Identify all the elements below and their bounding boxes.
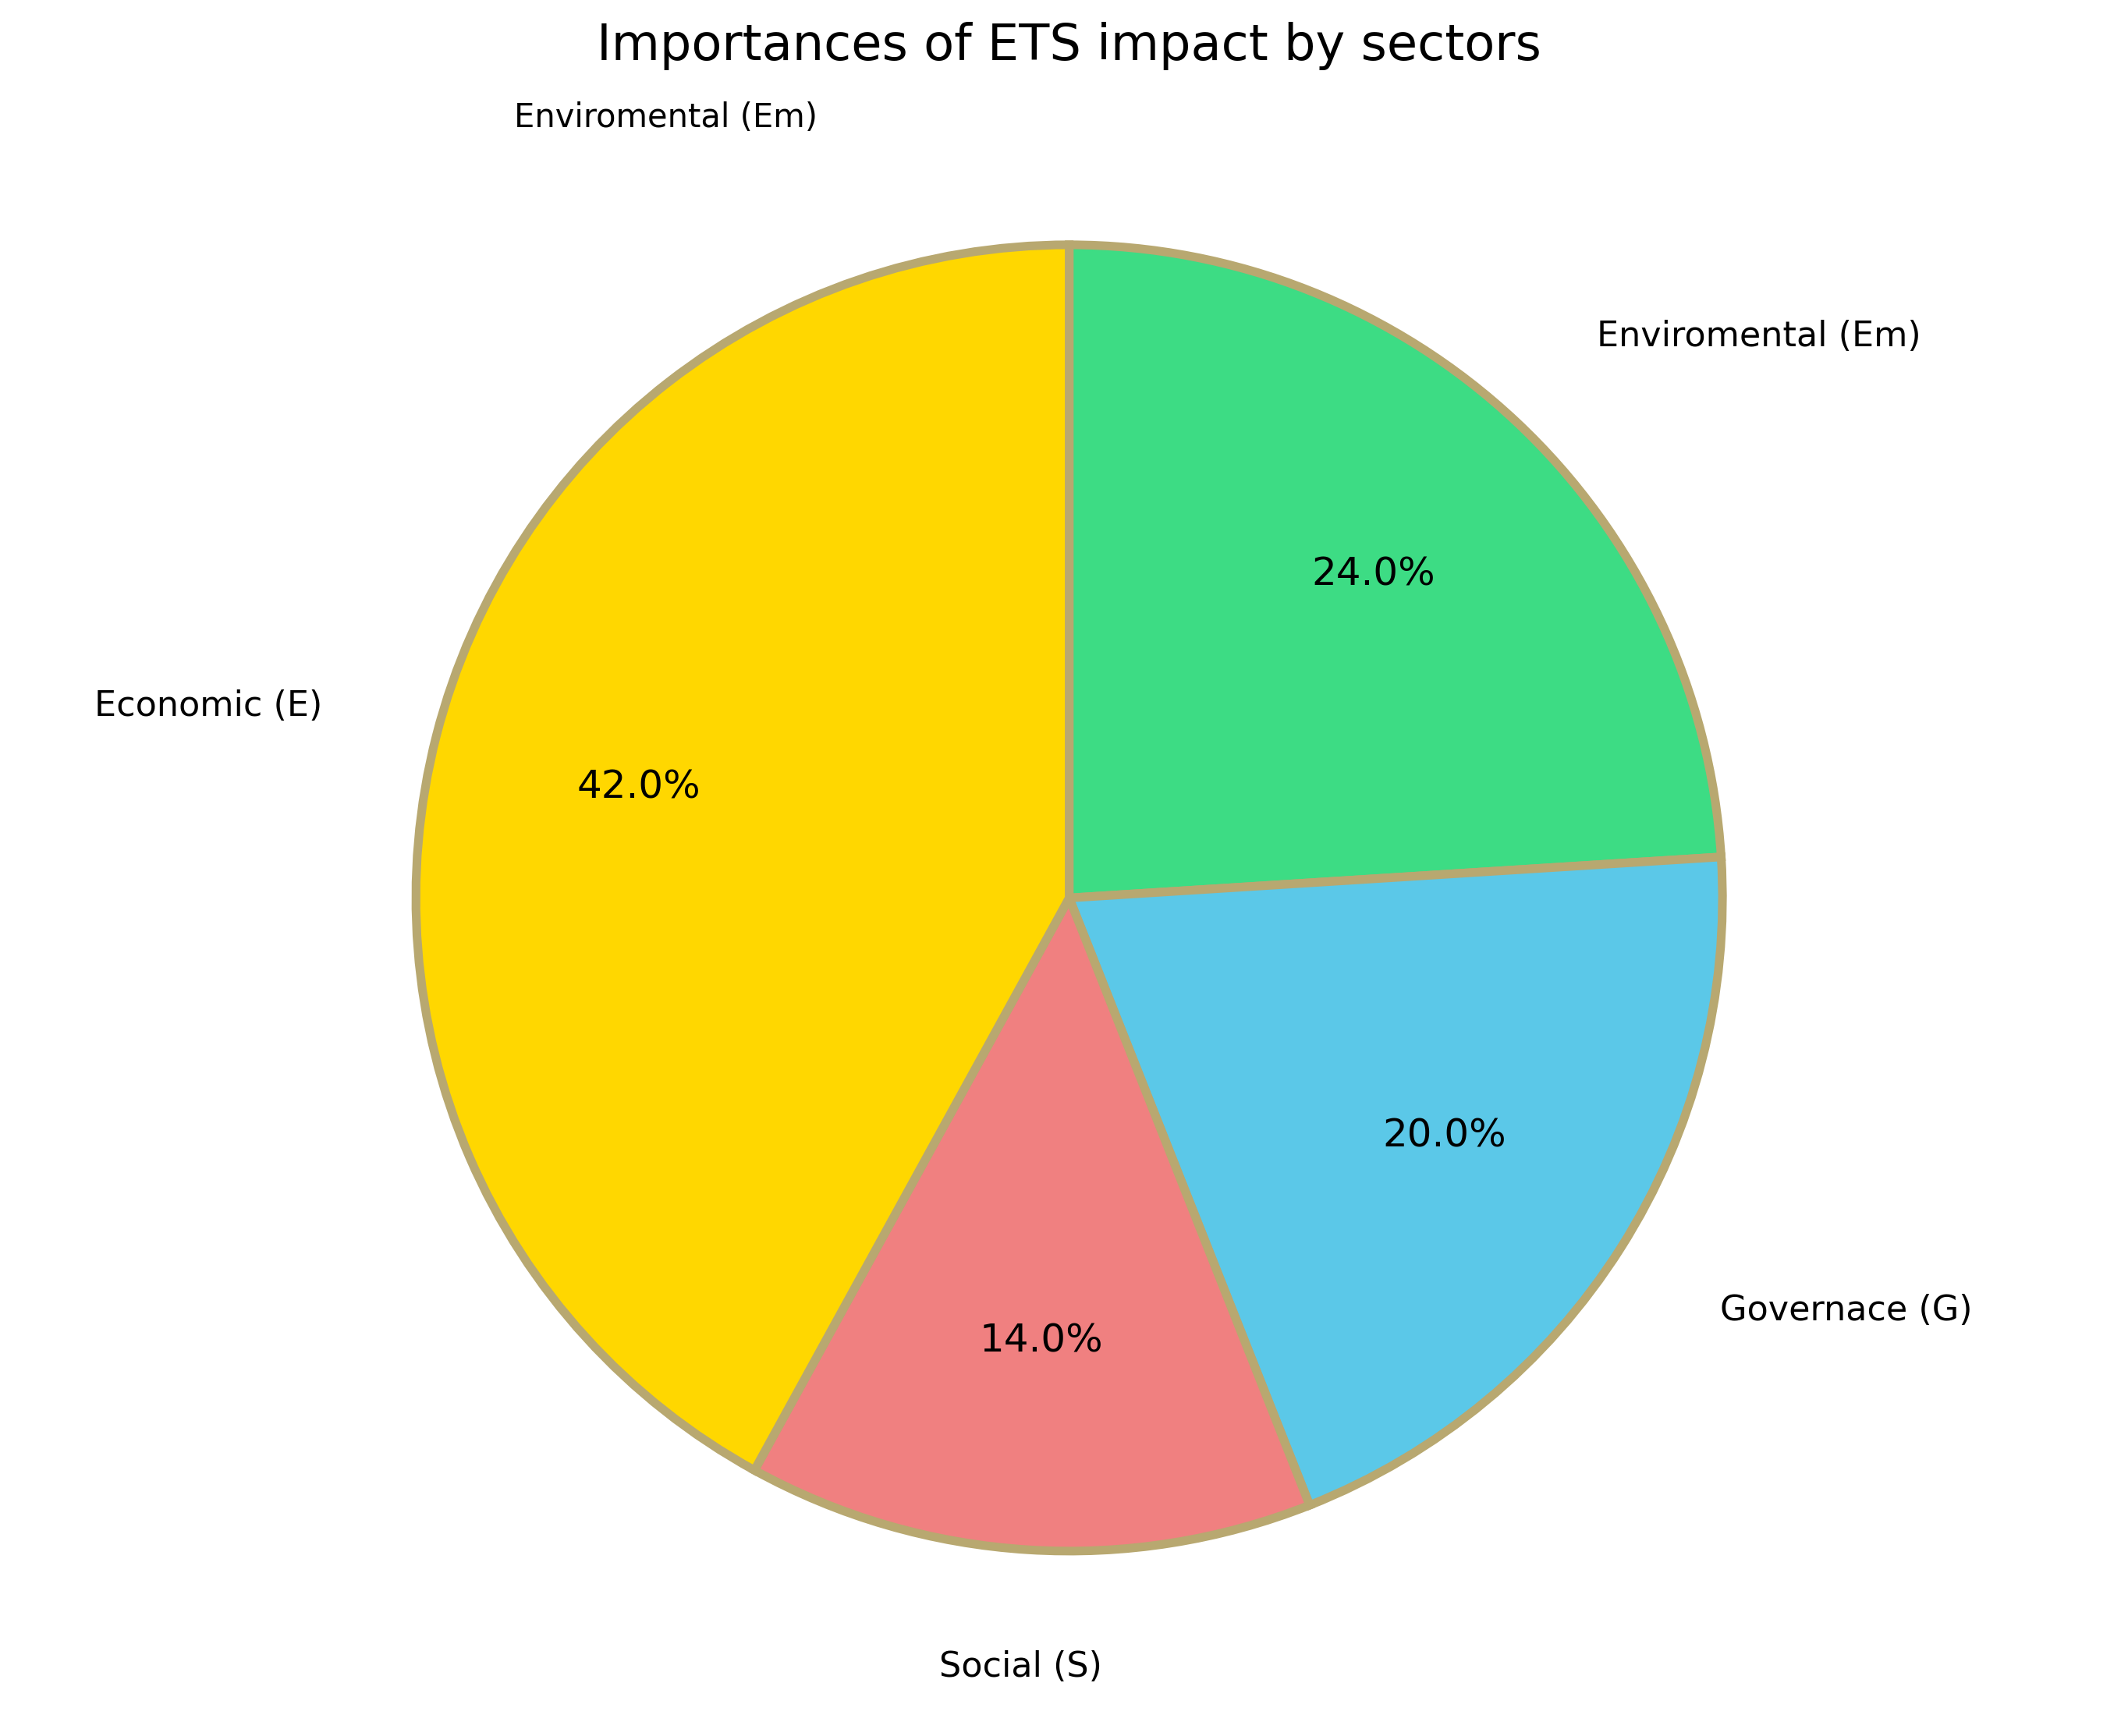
Wedge shape bbox=[1069, 245, 1720, 898]
Text: Economic (E): Economic (E) bbox=[95, 689, 322, 724]
Text: Governace (G): Governace (G) bbox=[1720, 1293, 1973, 1328]
Text: 14.0%: 14.0% bbox=[980, 1323, 1103, 1359]
Text: 20.0%: 20.0% bbox=[1383, 1118, 1506, 1154]
Wedge shape bbox=[755, 898, 1309, 1550]
Text: 24.0%: 24.0% bbox=[1311, 556, 1436, 594]
Wedge shape bbox=[416, 245, 1069, 1470]
Text: Social (S): Social (S) bbox=[940, 1651, 1103, 1684]
Wedge shape bbox=[1069, 858, 1722, 1505]
Title: Importances of ETS impact by sectors: Importances of ETS impact by sectors bbox=[596, 21, 1542, 69]
Text: 42.0%: 42.0% bbox=[577, 769, 700, 806]
Text: Enviromental (Em): Enviromental (Em) bbox=[513, 101, 817, 134]
Text: Enviromental (Em): Enviromental (Em) bbox=[1597, 319, 1922, 352]
